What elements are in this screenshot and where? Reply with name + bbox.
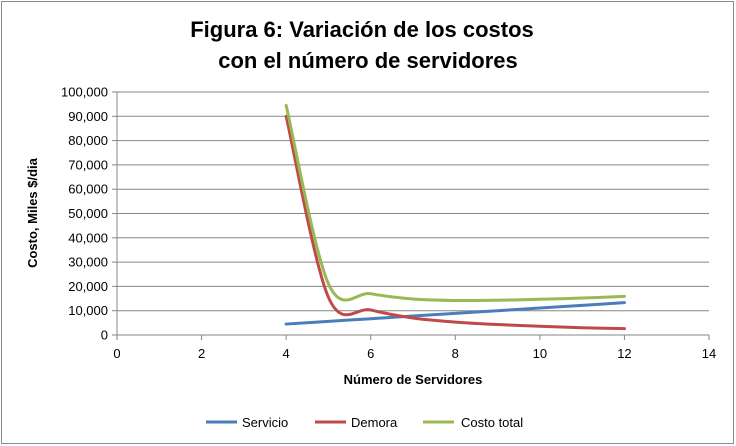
legend: Servicio Demora Costo total [206,415,523,430]
x-tick-label: 12 [617,346,631,361]
y-tick-label: 0 [101,328,108,343]
x-tick-labels: 0 2 4 6 8 10 12 14 [113,346,716,361]
x-axis-title: Número de Servidores [344,372,483,387]
y-tick-label: 20,000 [68,279,108,294]
legend-label-costo-total: Costo total [461,415,523,430]
series-line-costo-total [284,103,626,303]
y-tick-label: 90,000 [68,109,108,124]
chart-title-line-2: con el número de servidores [218,48,518,73]
y-tick-label: 10,000 [68,303,108,318]
x-tick-label: 4 [283,346,290,361]
axes [116,92,710,340]
x-tick-label: 2 [198,346,205,361]
x-tick-label: 14 [702,346,716,361]
y-tick-labels: 0 10,000 20,000 30,000 40,000 50,000 60,000 70,… [61,85,108,343]
y-tick-label: 60,000 [68,182,108,197]
series-line-demora [284,114,626,331]
legend-label-servicio: Servicio [242,415,288,430]
series-lines [284,103,626,331]
y-axis-title: Costo, Miles $/dia [25,157,40,268]
y-tick-label: 40,000 [68,230,108,245]
y-tick-label: 50,000 [68,206,108,221]
x-tick-label: 0 [113,346,120,361]
grid-lines [112,91,709,336]
y-tick-label: 100,000 [61,85,108,100]
legend-label-demora: Demora [351,415,398,430]
x-tick-label: 10 [533,346,547,361]
y-tick-label: 30,000 [68,255,108,270]
series-line-servicio [284,301,626,326]
x-tick-label: 6 [367,346,374,361]
chart-title-line-1: Figura 6: Variación de los costos [190,17,534,42]
y-tick-label: 70,000 [68,157,108,172]
y-tick-label: 80,000 [68,133,108,148]
x-tick-label: 8 [452,346,459,361]
